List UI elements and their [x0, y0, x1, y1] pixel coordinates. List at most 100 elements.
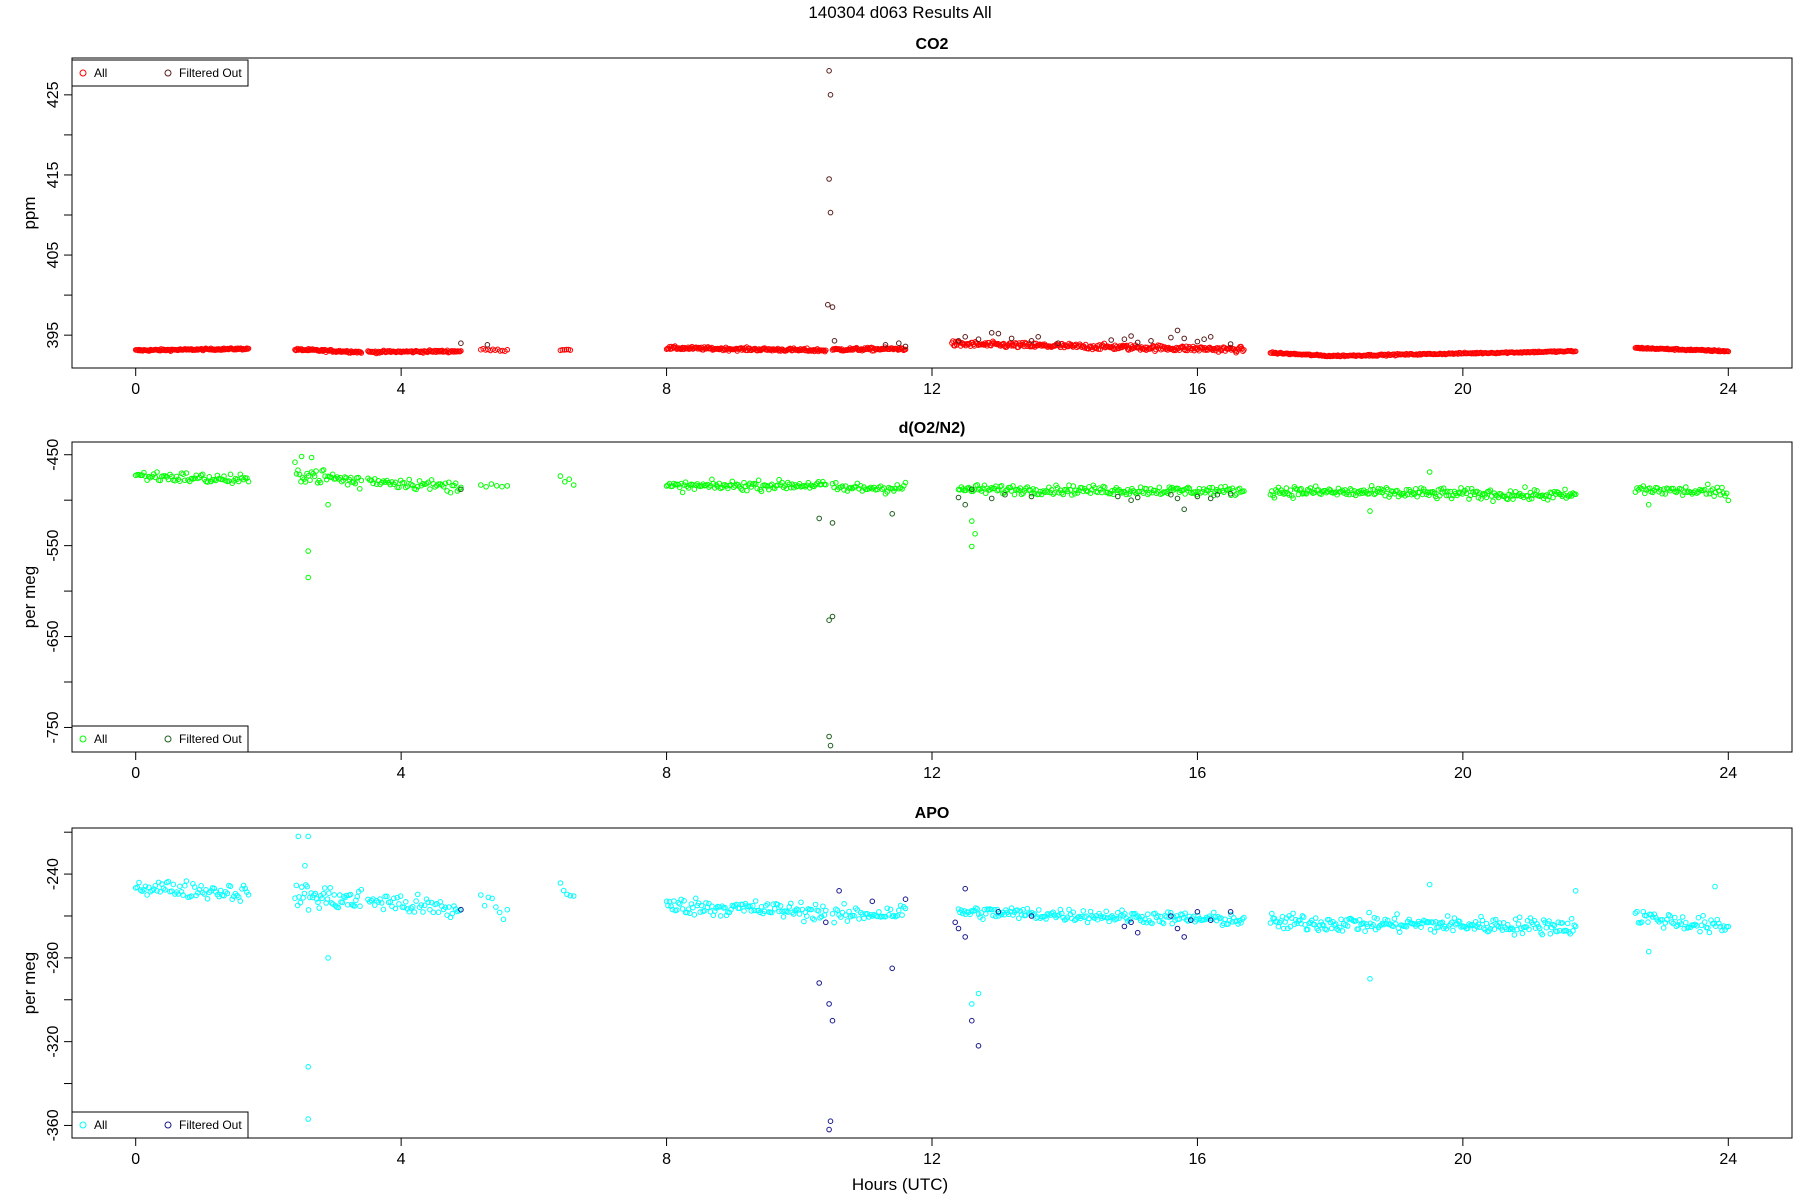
- point-all: [307, 477, 313, 484]
- point-all: [1226, 917, 1233, 924]
- point-all: [1511, 932, 1518, 938]
- point-all: [780, 484, 787, 491]
- point-all: [790, 911, 797, 917]
- point-all: [1182, 491, 1188, 497]
- point-all: [1490, 917, 1496, 924]
- point-all: [902, 346, 909, 353]
- point-filtered-out: [1201, 336, 1207, 343]
- point-all: [1195, 913, 1201, 919]
- point-all: [995, 487, 1002, 493]
- point-all: [354, 893, 361, 900]
- y-tick-label: -550: [45, 529, 62, 561]
- point-all: [776, 476, 782, 483]
- legend-marker-filtered: [164, 69, 172, 77]
- point-all: [712, 908, 718, 914]
- point-all: [378, 479, 385, 486]
- point-filtered-out: [1134, 929, 1141, 936]
- point-all: [669, 483, 676, 490]
- point-all: [234, 892, 240, 899]
- point-all: [666, 898, 673, 905]
- legend-label-all: All: [94, 1118, 107, 1132]
- point-all: [1675, 922, 1681, 928]
- point-all: [297, 899, 304, 906]
- point-all: [1479, 917, 1486, 924]
- point-all: [1519, 930, 1526, 937]
- point-all: [1080, 908, 1087, 914]
- point-all: [1722, 927, 1728, 933]
- legend-marker-all: [79, 69, 87, 77]
- point-all: [325, 955, 331, 961]
- x-tick-label: 24: [1719, 1151, 1737, 1168]
- point-all: [1239, 916, 1246, 922]
- point-all: [857, 483, 864, 489]
- point-all: [722, 904, 728, 911]
- point-all: [1050, 491, 1056, 497]
- point-all: [887, 906, 894, 913]
- point-all: [856, 916, 862, 922]
- point-all: [142, 883, 149, 890]
- point-all: [808, 906, 815, 913]
- point-all: [1725, 923, 1732, 930]
- point-filtered-out: [1174, 925, 1181, 932]
- point-all: [1205, 488, 1211, 494]
- point-filtered-out: [1227, 909, 1234, 915]
- point-all: [1692, 921, 1698, 928]
- x-tick-label: 4: [397, 765, 406, 782]
- point-all: [1555, 919, 1562, 926]
- point-filtered-out: [827, 92, 834, 98]
- point-all: [1649, 914, 1656, 920]
- point-all: [387, 899, 394, 905]
- point-all: [1678, 486, 1684, 493]
- point-all: [292, 459, 298, 466]
- point-all: [415, 891, 421, 898]
- point-all: [1104, 915, 1111, 921]
- point-filtered-out: [1115, 493, 1121, 500]
- point-all: [1668, 919, 1675, 925]
- point-all: [1102, 484, 1108, 491]
- point-all: [993, 913, 999, 920]
- point-all: [1725, 348, 1732, 355]
- point-all: [411, 909, 418, 915]
- point-all: [1229, 485, 1236, 492]
- point-all: [1681, 925, 1687, 932]
- point-all: [879, 913, 886, 920]
- point-all: [296, 471, 303, 478]
- point-all: [690, 904, 696, 911]
- point-all: [1323, 927, 1330, 933]
- point-all: [764, 483, 771, 490]
- point-all: [301, 890, 308, 897]
- legend-label-filtered: Filtered Out: [179, 66, 242, 80]
- point-all: [368, 897, 375, 904]
- plot-frame: [71, 441, 1793, 753]
- point-all: [1705, 481, 1711, 488]
- point-all: [180, 892, 186, 898]
- point-all: [335, 904, 342, 911]
- point-all: [294, 902, 301, 909]
- point-all: [421, 902, 428, 909]
- point-all: [852, 905, 859, 912]
- point-all: [357, 349, 364, 355]
- point-all: [1515, 921, 1522, 927]
- point-all: [160, 473, 167, 479]
- point-all: [1394, 911, 1400, 917]
- point-all: [846, 908, 852, 915]
- point-all: [1564, 920, 1571, 927]
- point-all: [798, 899, 804, 906]
- point-all: [1530, 492, 1536, 499]
- point-all: [729, 478, 736, 485]
- point-all: [1050, 909, 1056, 916]
- point-all: [834, 907, 841, 914]
- point-all: [1375, 485, 1382, 492]
- point-filtered-out: [1207, 334, 1214, 340]
- point-all: [1705, 925, 1711, 931]
- point-all: [1570, 490, 1576, 496]
- point-filtered-out: [458, 906, 464, 913]
- point-all: [357, 903, 363, 910]
- point-all: [801, 918, 807, 925]
- point-all: [452, 480, 459, 487]
- point-all: [1483, 920, 1490, 927]
- point-filtered-out: [988, 495, 995, 502]
- point-all: [1166, 484, 1173, 491]
- point-all: [1706, 490, 1713, 497]
- point-all: [815, 908, 822, 914]
